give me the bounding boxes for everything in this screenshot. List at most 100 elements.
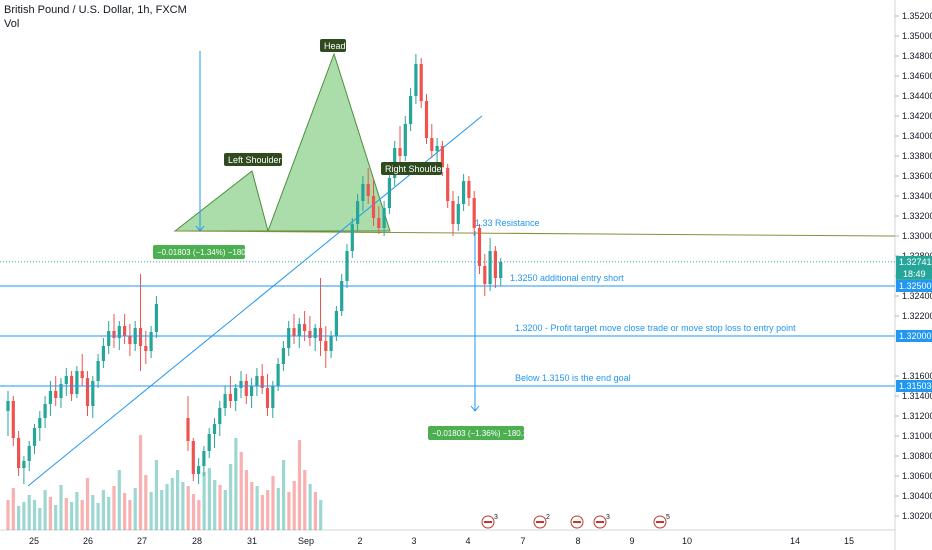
current-price-badge	[896, 255, 932, 280]
y-tick-label: 1.32400	[902, 291, 932, 301]
volume-bar	[149, 492, 153, 530]
candle	[292, 314, 296, 344]
trendline	[27, 115, 483, 487]
y-tick-label: 1.34400	[902, 91, 932, 101]
y-tick-label: 1.34600	[902, 71, 932, 81]
axis-price-text: 1.32500	[899, 281, 932, 291]
level-label: 1.3200 - Profit target move close trade …	[515, 323, 796, 333]
candle	[334, 306, 338, 341]
level-label: 1.3250 additional entry short	[510, 273, 624, 283]
volume-bar	[6, 500, 10, 530]
volume-bar	[85, 478, 90, 530]
candle-body	[154, 304, 158, 332]
candle	[107, 321, 111, 354]
candle-body	[223, 394, 227, 408]
candle	[11, 396, 15, 446]
candle-body	[91, 381, 95, 406]
volume-bar	[38, 508, 42, 530]
candle-body	[43, 404, 47, 418]
volume-bar	[170, 478, 174, 530]
candle	[361, 176, 365, 211]
volume-bar	[229, 464, 233, 530]
candle	[377, 206, 381, 234]
volume-bar	[266, 490, 270, 530]
volume-bar	[22, 502, 26, 530]
volume-bar	[202, 472, 206, 530]
level-label: 1.33 Resistance	[475, 218, 540, 228]
measurement-text: −0.01803 (−1.34%) −180.3	[157, 248, 253, 257]
candle-body	[228, 394, 232, 401]
volume-label: Vol	[4, 18, 20, 30]
candle-body	[6, 401, 10, 411]
pattern-label-box	[381, 162, 442, 175]
candle-body	[218, 408, 222, 424]
measurement-text: −0.01803 (−1.36%) −180.3	[432, 429, 528, 438]
candle-body	[398, 148, 402, 156]
candle-body	[191, 441, 195, 474]
candle	[477, 224, 482, 274]
candle	[123, 314, 127, 344]
volume-bar	[207, 468, 211, 530]
candle-body	[112, 331, 116, 338]
volume-bar	[144, 475, 148, 530]
candle-body	[239, 381, 243, 388]
volume-bar	[32, 500, 37, 530]
candle-body	[430, 138, 434, 151]
candle	[260, 364, 264, 394]
candle-body	[149, 332, 153, 351]
candle	[287, 321, 291, 356]
candle-body	[144, 346, 148, 351]
volume-bar	[223, 490, 227, 530]
candle	[456, 196, 460, 231]
candle	[250, 378, 254, 408]
candle	[371, 178, 376, 226]
candle	[281, 341, 285, 371]
candle	[467, 176, 471, 206]
candle	[297, 318, 301, 348]
candle	[38, 411, 42, 441]
candle-body	[255, 376, 259, 386]
volume-bar	[123, 493, 127, 530]
candle	[17, 431, 21, 476]
volume-bar	[54, 505, 58, 530]
candle-body	[467, 181, 471, 198]
candle	[350, 218, 354, 258]
volume-bar	[112, 486, 116, 530]
event-count: 3	[494, 514, 498, 521]
candle	[446, 164, 450, 208]
y-tick-label: 1.34800	[902, 51, 932, 61]
neckline	[174, 230, 896, 237]
candle	[403, 116, 407, 161]
event-count: 3	[606, 514, 610, 521]
volume-bar	[117, 470, 121, 530]
candle-body	[107, 331, 111, 346]
candle	[366, 168, 370, 204]
candle-body	[297, 324, 301, 336]
candle-body	[22, 461, 26, 468]
candle-body	[377, 218, 381, 228]
candle-body	[75, 371, 79, 394]
volume-bar	[234, 438, 238, 530]
x-tick-label: 8	[575, 536, 580, 546]
axis-price-text: 1.31503	[899, 381, 932, 391]
candle-body	[27, 446, 31, 461]
volume-bar	[96, 503, 100, 530]
candle-body	[101, 346, 105, 361]
head-shoulders-pattern	[173, 52, 391, 233]
candle-body	[265, 388, 270, 408]
y-tick-label: 1.34000	[902, 131, 932, 141]
x-tick-label: 2	[357, 536, 362, 546]
current-price-text: 1.32741	[899, 257, 932, 267]
volume-bar	[176, 470, 180, 530]
volume-bar	[308, 484, 312, 530]
candle-body	[202, 451, 206, 466]
x-tick-label: 10	[682, 536, 692, 546]
volume-bar	[48, 497, 52, 530]
candle	[244, 374, 248, 404]
candle-body	[499, 262, 503, 278]
candle	[191, 438, 195, 481]
candle	[218, 401, 222, 436]
candle-body	[48, 391, 52, 404]
